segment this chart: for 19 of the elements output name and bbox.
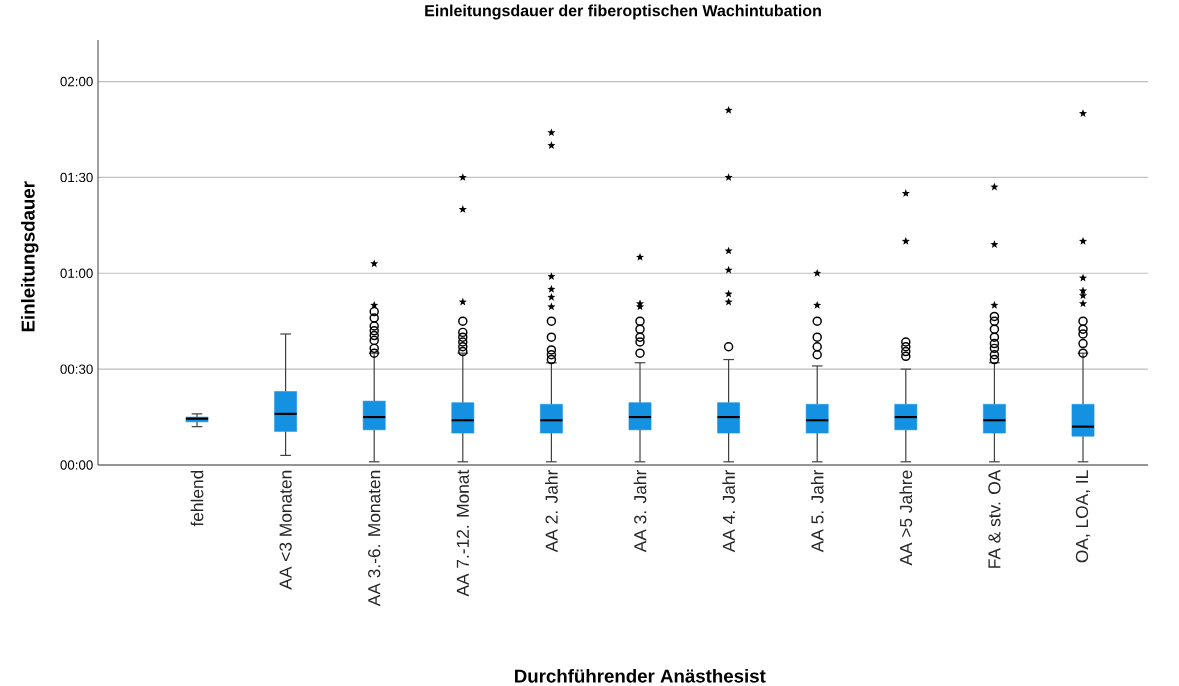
x-tick-label: AA 4. Jahr <box>722 470 735 553</box>
y-axis-title: Einleitungsdauer <box>21 181 39 332</box>
x-tick-label: AA >5 Jahre <box>899 470 913 566</box>
y-tick-label: 00:30 <box>60 364 93 374</box>
x-tick-label: AA 7.-12. Monat <box>456 469 469 597</box>
x-tick-label: AA <3 Monaten <box>279 470 292 590</box>
y-tick-label: 01:00 <box>60 268 93 278</box>
y-tick-label: 02:00 <box>60 76 93 87</box>
x-tick-label: AA 5. Jahr <box>810 470 824 553</box>
x-tick-label: FA & stv. OA <box>988 469 1001 568</box>
y-tick-label: 00:00 <box>60 460 93 470</box>
x-tick-label: OA, LOA, IL <box>1075 470 1091 563</box>
x-tick-label: AA 3. Jahr <box>633 470 647 553</box>
x-tick-label: AA 3.-6. Monaten <box>368 470 381 607</box>
x-tick-label: fehlend <box>190 470 204 527</box>
chart-title: Einleitungsdauer der fiberoptischen Wachintubation <box>425 4 821 20</box>
x-tick-label: AA 2. Jahr <box>545 470 558 553</box>
y-tick-label: 01:30 <box>60 172 93 183</box>
x-axis-title: Durchführender Anästhesist <box>515 668 766 683</box>
